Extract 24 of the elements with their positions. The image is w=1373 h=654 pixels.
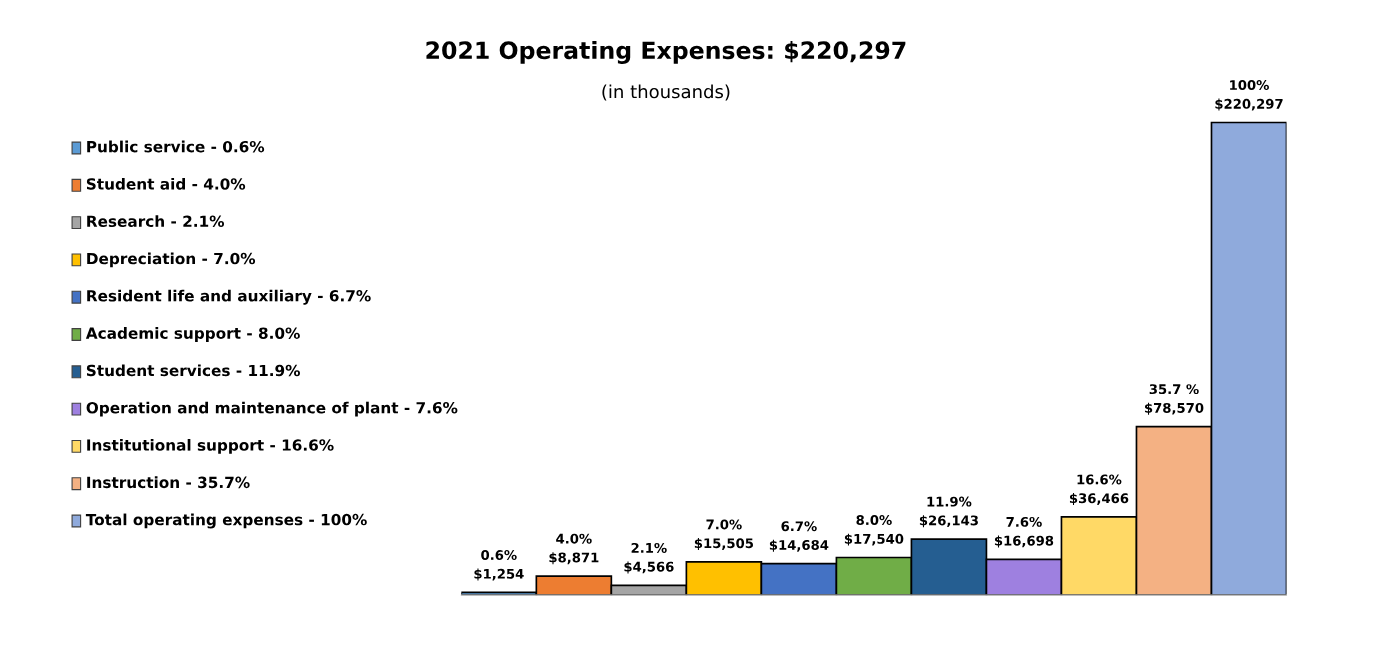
text: Institutional support - 16.6%: [87, 439, 334, 454]
data-label: 0.6% $1,254: [474, 550, 524, 581]
data-label: 35.7 % $78,570: [1144, 384, 1204, 415]
data-label: 2.1% $4,566: [624, 542, 674, 574]
chart-title: 2021 Operating Expenses: $220,297: [426, 40, 906, 64]
text: Student services - 11.9%: [86, 364, 300, 377]
text: Public service - 0.6%: [87, 140, 265, 153]
text: Research - 2.1%: [87, 215, 225, 228]
data-label: 4.0% $8,871: [549, 533, 599, 565]
text: Academic support - 8.0%: [85, 327, 300, 342]
data-label: 16.6% $36,466: [1069, 474, 1129, 505]
text: Resident life and auxiliary - 6.7%: [87, 289, 371, 305]
text: Student aid - 4.0%: [86, 177, 246, 190]
data-label: 8.0% $17,540: [844, 515, 904, 546]
text: Operation and maintenance of plant - 7.6%: [86, 401, 458, 417]
data-label: 7.6% $16,698: [994, 516, 1054, 548]
data-label: 7.0% $15,505: [694, 519, 754, 550]
text: Instruction - 35.7%: [87, 476, 250, 489]
data-label: 11.9% $26,143: [919, 496, 978, 528]
text: Depreciation - 7.0%: [87, 252, 256, 268]
data-label: 6.7% $14,684: [769, 521, 829, 552]
data-label: 100% $220,297: [1215, 80, 1283, 111]
chart-subtitle: (in thousands): [602, 84, 730, 101]
text: Total operating expenses - 100%: [85, 513, 367, 529]
